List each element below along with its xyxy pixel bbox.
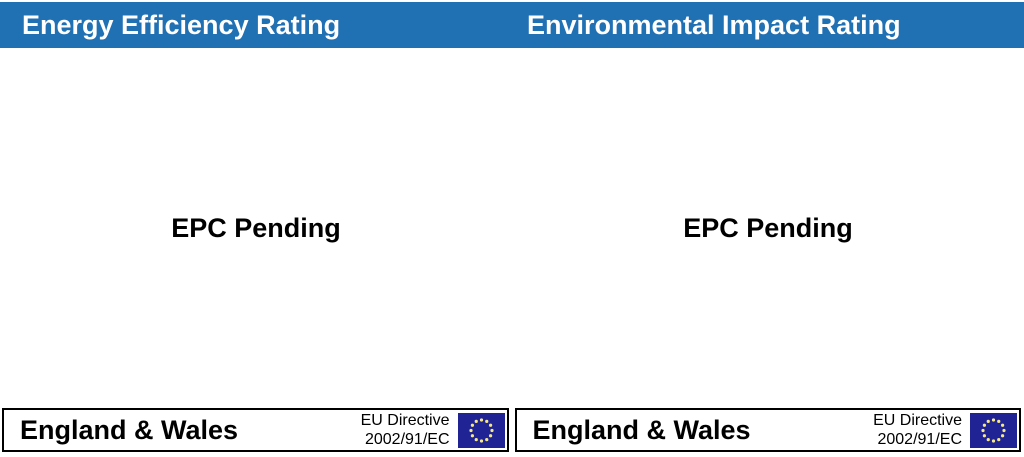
eu-directive-line1: EU Directive xyxy=(360,412,450,429)
eu-directive-line2: 2002/91/EC xyxy=(364,431,450,448)
epc-pending-text: EPC Pending xyxy=(171,212,341,243)
energy-efficiency-title: Energy Efficiency Rating xyxy=(22,9,341,40)
energy-efficiency-header: Energy Efficiency Rating xyxy=(0,2,512,48)
england-wales-directive-box: England & Wales EU Directive 2002/91/EC xyxy=(514,408,1021,452)
eu-directive-line2: 2002/91/EC xyxy=(877,431,962,448)
header-bar: Energy Efficiency Rating Environmental I… xyxy=(0,2,1024,48)
eu-directive-line1: EU Directive xyxy=(873,412,962,429)
england-wales-directive-box: England & Wales EU Directive 2002/91/EC xyxy=(2,408,509,452)
environmental-impact-title: Environmental Impact Rating xyxy=(527,9,901,40)
region-label: England & Wales xyxy=(532,414,751,445)
environmental-impact-chart-placeholder: EPC Pending xyxy=(512,48,1024,408)
eu-flag-icon xyxy=(970,412,1017,448)
chart-area: EPC Pending EPC Pending xyxy=(0,48,1024,408)
energy-efficiency-chart-placeholder: EPC Pending xyxy=(0,48,512,408)
eu-directive-label: EU Directive 2002/91/EC xyxy=(361,411,458,449)
region-label: England & Wales xyxy=(20,414,239,445)
epc-pending-text: EPC Pending xyxy=(683,212,853,243)
eu-directive-label: EU Directive 2002/91/EC xyxy=(873,411,970,449)
footer-bar: England & Wales EU Directive 2002/91/EC xyxy=(2,408,1021,452)
eu-flag-icon xyxy=(457,412,505,448)
environmental-impact-header: Environmental Impact Rating xyxy=(512,2,1024,48)
